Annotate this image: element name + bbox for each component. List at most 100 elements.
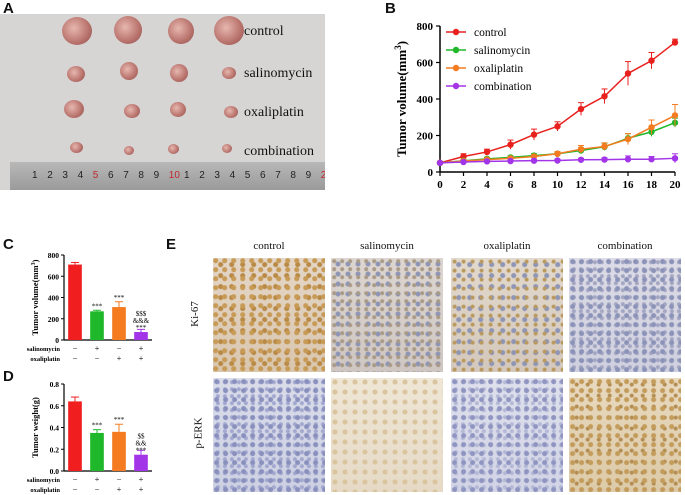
- ihc-perk-combination: [569, 378, 681, 492]
- bar-combination: [134, 454, 148, 471]
- photo-label-oxaliplatin: oxaliplatin: [244, 105, 304, 120]
- data-point-control: [671, 39, 679, 46]
- y-tick-label: 600: [48, 272, 60, 281]
- treatment-row-label: salinomycin: [27, 477, 61, 484]
- data-point-oxaliplatin: [601, 143, 608, 150]
- panel-label-b: B: [385, 0, 396, 17]
- treatment-mark: −: [117, 474, 122, 484]
- ruler-number: 4: [229, 170, 236, 181]
- significance-mark: ***: [92, 422, 103, 430]
- legend-label-oxaliplatin: oxaliplatin: [474, 63, 523, 75]
- data-point-combination: [483, 158, 491, 165]
- x-tick-label: 10: [552, 179, 564, 191]
- ihc-perk-oxaliplatin: [451, 378, 563, 492]
- data-point-combination: [624, 156, 632, 163]
- tumor-control-1: [62, 17, 92, 45]
- data-point-combination: [530, 157, 538, 164]
- legend-label-salinomycin: salinomycin: [474, 45, 530, 57]
- treatment-mark: −: [95, 484, 100, 494]
- series-line-control: [439, 41, 676, 164]
- data-point-combination: [507, 157, 514, 165]
- y-tick-label: 200: [417, 131, 434, 143]
- treatment-mark: −: [117, 343, 122, 353]
- ruler-number: 10: [168, 170, 180, 181]
- data-point-control: [577, 105, 585, 113]
- tumor-volume-line-chart: 0 200 400 600 800 0 2 4 6 8 10 12 14 16 18 20 Tumor volu…: [393, 21, 681, 191]
- panel-label-e: E: [166, 236, 177, 253]
- tumor-control-3: [168, 18, 194, 44]
- y-tick-label: 0.8: [50, 380, 60, 389]
- x-tick-label: 6: [508, 179, 514, 191]
- legend-marker-combination: [452, 82, 460, 90]
- ruler-number: 2: [199, 170, 205, 181]
- data-point-oxaliplatin: [648, 124, 655, 131]
- significance-mark: ***: [114, 294, 125, 302]
- ihc-perk-salinomycin: [331, 378, 443, 492]
- y-tick-label: 200: [48, 315, 60, 324]
- legend-marker-oxaliplatin: [452, 64, 460, 72]
- bar-control: [68, 264, 82, 340]
- y-tick-label: 0: [55, 336, 59, 345]
- tumor-combination-4: [222, 144, 232, 153]
- ihc-title-combination: combination: [597, 240, 653, 252]
- data-point-control: [507, 141, 514, 148]
- legend-marker-salinomycin: [452, 46, 460, 54]
- legend-label-control: control: [474, 27, 507, 39]
- ruler-number: 4: [77, 170, 84, 181]
- bar-salinomycin: [90, 311, 104, 340]
- y-tick-label: 400: [417, 94, 434, 106]
- y-tick-label: 800: [48, 251, 60, 260]
- ihc-title-salinomycin: salinomycin: [360, 240, 414, 252]
- bar-oxaliplatin: [112, 431, 126, 471]
- ruler-number: 9: [305, 170, 312, 181]
- treatment-mark: −: [73, 484, 78, 494]
- data-point-oxaliplatin: [554, 150, 561, 157]
- data-point-oxaliplatin: [577, 145, 585, 153]
- data-point-control: [648, 57, 655, 64]
- x-tick-label: 16: [623, 179, 635, 191]
- tumor-control-4: [214, 16, 244, 45]
- tumor-control-2: [114, 16, 142, 44]
- ruler-number: 7: [275, 170, 281, 181]
- tumor-oxaliplatin-2: [124, 104, 140, 118]
- treatment-row-label: salinomycin: [27, 346, 61, 353]
- tumor-oxaliplatin-4: [224, 106, 238, 118]
- treatment-row-label: oxaliplatin: [30, 487, 60, 494]
- ihc-title-control: control: [253, 240, 285, 252]
- treatment-row-label: oxaliplatin: [30, 356, 60, 363]
- x-tick-label: 4: [484, 179, 490, 191]
- data-point-oxaliplatin: [624, 135, 632, 143]
- treatment-mark: −: [95, 353, 100, 363]
- treatment-mark: +: [139, 353, 144, 363]
- data-point-control: [624, 70, 632, 77]
- tumor-combination-1: [70, 142, 83, 153]
- ruler-number: 3: [214, 170, 220, 181]
- ihc-ki67-combination: [569, 258, 681, 372]
- ruler-number: 9: [153, 170, 160, 181]
- legend-marker-control: [452, 28, 460, 36]
- ruler-number: 8: [290, 170, 296, 181]
- treatment-mark: +: [139, 474, 144, 484]
- panel-label-a: A: [3, 0, 14, 17]
- ruler-number: 3: [62, 170, 68, 181]
- data-point-control: [601, 93, 608, 100]
- tumor-photo: control salinomycin oxaliplatin combinat…: [0, 14, 325, 190]
- y-tick-label: 800: [417, 21, 434, 33]
- significance-mark: ***: [136, 324, 147, 332]
- ruler-number: 5: [244, 170, 251, 181]
- panel-label-d: D: [3, 368, 14, 385]
- y-tick-label: 0.2: [50, 445, 60, 454]
- ihc-row-label-ki67: Ki-67: [188, 301, 201, 327]
- y-axis-label: Tumor volume(mm3): [393, 41, 409, 157]
- data-point-control: [530, 131, 538, 138]
- ihc-perk-control: [213, 378, 325, 492]
- treatment-mark: +: [117, 484, 122, 494]
- photo-label-combination: combination: [244, 144, 314, 159]
- ihc-ki67-control: [213, 258, 325, 372]
- significance-mark: ***: [136, 447, 147, 455]
- legend-label-combination: combination: [474, 81, 532, 93]
- tumor-salinomycin-3: [170, 64, 188, 82]
- x-tick-label: 14: [599, 179, 611, 191]
- ihc-row-label-perk: p-ERK: [192, 417, 205, 449]
- significance-mark: ***: [114, 416, 125, 424]
